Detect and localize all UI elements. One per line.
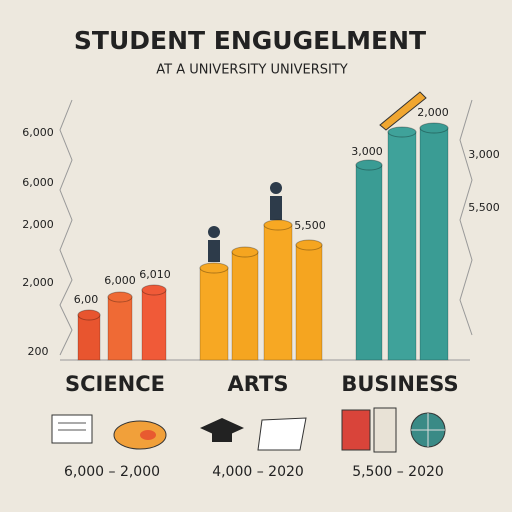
axis-label: 5,500	[468, 201, 500, 214]
axis-label: 2,000	[22, 276, 54, 289]
left-axis-line	[59, 99, 73, 356]
bar-label: 6,000	[104, 274, 136, 287]
bar-top	[387, 126, 417, 138]
person-icon	[270, 196, 282, 220]
group-label: BUSINESS	[341, 372, 458, 396]
bar-label: 6,010	[139, 268, 171, 281]
bar	[77, 314, 101, 361]
bar-top	[199, 262, 229, 274]
group-label: ARTS	[228, 372, 289, 396]
bar-label: 5,500	[294, 219, 326, 232]
bar-top	[419, 122, 449, 134]
subtitle: AT A UNIVERSITY UNIVERSITY	[156, 63, 348, 78]
person-icon	[208, 240, 220, 262]
person-icon	[208, 226, 220, 238]
group-footer: 6,000 – 2,000	[64, 464, 160, 480]
bar	[141, 289, 167, 361]
book-stack-icon	[373, 407, 397, 453]
bar	[231, 251, 259, 361]
cap-base	[212, 432, 232, 442]
bar-top	[77, 309, 101, 321]
paper-icon	[257, 417, 307, 451]
group-footer: 5,500 – 2020	[352, 464, 444, 480]
axis-label: 6,000	[22, 176, 54, 189]
axis-label: 3,000	[468, 148, 500, 161]
bar-top	[107, 291, 133, 303]
bar-top	[295, 239, 323, 251]
bar-top	[355, 159, 383, 171]
icons	[51, 91, 446, 453]
disc-center	[140, 430, 156, 440]
cap-icon	[200, 418, 244, 438]
group-label: SCIENCE	[65, 372, 165, 396]
book-stack-icon	[341, 409, 371, 451]
title: STUDENT ENGUGELMENT	[74, 26, 426, 55]
bar	[199, 267, 229, 361]
bar	[263, 224, 293, 361]
pencil-icon	[379, 91, 427, 131]
group-footer: 4,000 – 2020	[212, 464, 304, 480]
book-icon	[51, 414, 93, 444]
bar-label: 6,00	[74, 293, 99, 306]
axis-label: 6,000	[22, 126, 54, 139]
bar-top	[263, 219, 293, 231]
bar	[107, 296, 133, 361]
bar	[419, 127, 449, 361]
bar-label: 2,000	[417, 106, 449, 119]
bar-top	[231, 246, 259, 258]
bar	[355, 164, 383, 361]
axis-label: 200	[28, 345, 49, 358]
bar	[295, 244, 323, 361]
bar-label: 3,000	[351, 145, 383, 158]
bar	[387, 131, 417, 361]
axis-label: 2,000	[22, 218, 54, 231]
bar-top	[141, 284, 167, 296]
person-icon	[270, 182, 282, 194]
right-axis-line	[459, 99, 473, 336]
